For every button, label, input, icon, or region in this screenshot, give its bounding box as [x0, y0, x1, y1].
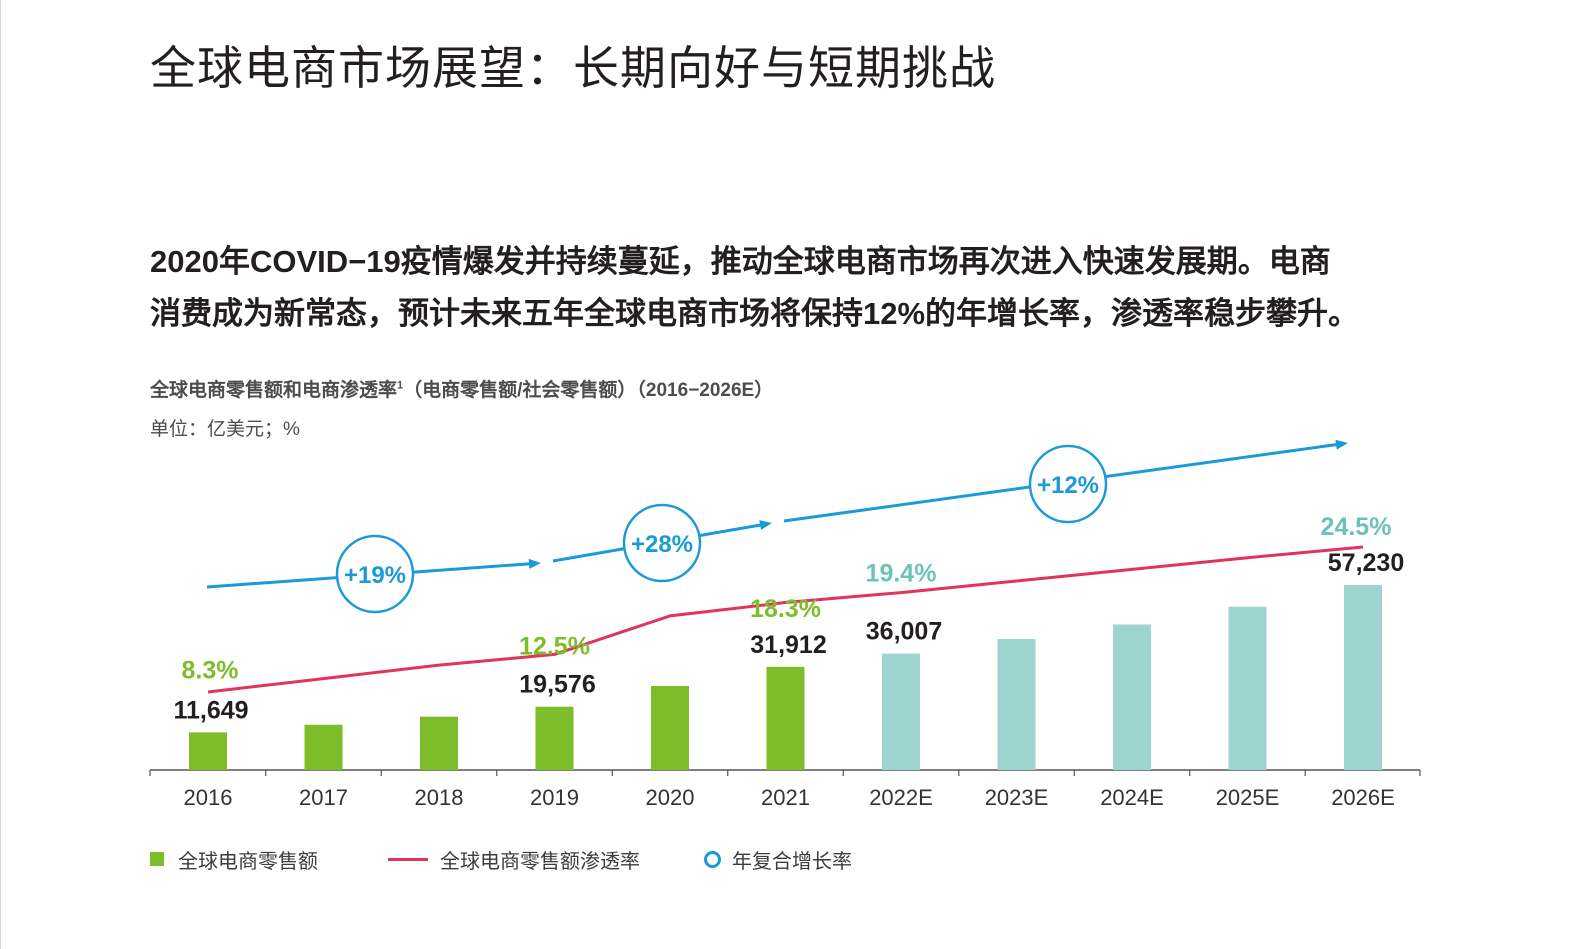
- cagr-label-3: +12%: [1037, 472, 1099, 499]
- cagr-circle-1: [335, 534, 415, 614]
- x-tick-label-2023E: 2023E: [985, 785, 1049, 810]
- legend-label-retail-sales: 全球电商零售额: [178, 850, 318, 873]
- bar-value-label-2026E: 57,230: [1328, 549, 1404, 577]
- chart-title: 全球电商零售额和电商渗透率1（电商零售额/社会零售额）（2016−2026E）: [150, 375, 773, 402]
- bar-2021: [766, 666, 805, 770]
- cagr-arrowhead-3: [1335, 439, 1348, 450]
- penetration-value-label-2016: 8.3%: [182, 656, 239, 684]
- legend-item-cagr: 年复合增长率: [704, 845, 852, 873]
- cagr-circle-2: [622, 503, 702, 583]
- cagr-label-2: +28%: [631, 531, 693, 558]
- bar-2026E: [1344, 585, 1382, 770]
- legend-bar-swatch: [150, 852, 164, 866]
- bar-2016: [189, 732, 227, 770]
- summary-text: 2020年COVID−19疫情爆发并持续蔓延，推动全球电商市场再次进入快速发展期…: [150, 236, 1410, 340]
- x-tick-label-2024E: 2024E: [1100, 785, 1164, 810]
- x-tick-label-2018: 2018: [415, 785, 464, 810]
- summary-line-2: 消费成为新常态，预计未来五年全球电商市场将保持12%的年增长率，渗透率稳步攀升。: [150, 296, 1360, 331]
- penetration-value-label-2019: 12.5%: [519, 633, 590, 661]
- legend-circle-icon: [704, 850, 721, 868]
- x-tick-label-2017: 2017: [299, 785, 348, 810]
- bar-2019: [535, 706, 574, 770]
- bar-2022E: [882, 653, 920, 770]
- penetration-value-label-2022E: 19.4%: [866, 560, 937, 588]
- bar-2020: [651, 685, 689, 770]
- x-tick-label-2021: 2021: [761, 785, 810, 810]
- bar-2018: [420, 716, 458, 770]
- cagr-arrowhead-1: [528, 558, 541, 569]
- cagr-label-1: +19%: [344, 562, 406, 589]
- legend-item-penetration: 全球电商零售额渗透率: [388, 845, 640, 873]
- legend-label-penetration: 全球电商零售额渗透率: [440, 850, 640, 873]
- cagr-circle-3: [1028, 444, 1108, 524]
- cagr-arrowhead-2: [759, 520, 772, 530]
- legend-line-swatch: [388, 857, 428, 861]
- bar-value-label-2022E: 36,007: [866, 618, 942, 646]
- chart-title-main: 全球电商零售额和电商渗透率: [150, 380, 398, 401]
- bar-value-label-2021: 31,912: [750, 631, 826, 659]
- bar-2017: [304, 724, 343, 770]
- bar-2025E: [1228, 606, 1267, 770]
- page-title: 全球电商市场展望：长期向好与短期挑战: [150, 42, 996, 94]
- bar-2024E: [1113, 624, 1151, 770]
- legend-item-retail-sales: 全球电商零售额: [150, 845, 318, 873]
- legend-label-cagr: 年复合增长率: [732, 850, 852, 873]
- chart-title-footnote: 1: [397, 379, 404, 392]
- bar-value-label-2019: 19,576: [519, 671, 595, 699]
- x-tick-label-2022E: 2022E: [869, 785, 933, 810]
- bar-2023E: [997, 639, 1036, 770]
- x-tick-label-2019: 2019: [530, 785, 579, 810]
- penetration-line: [207, 545, 1364, 694]
- bar-value-label-2016: 11,649: [173, 696, 248, 724]
- x-tick-label-2025E: 2025E: [1216, 785, 1280, 810]
- x-tick-label-2020: 2020: [646, 785, 695, 810]
- chart-unit-label: 单位：亿美元；%: [150, 419, 300, 440]
- chart-title-suffix: （电商零售额/社会零售额）（2016−2026E）: [403, 380, 774, 401]
- x-tick-label-2016: 2016: [184, 785, 233, 810]
- summary-line-1: 2020年COVID−19疫情爆发并持续蔓延，推动全球电商市场再次进入快速发展期…: [150, 244, 1331, 279]
- page-left-border: [0, 0, 1, 949]
- penetration-value-label-2026E: 24.5%: [1321, 513, 1392, 541]
- x-tick-label-2026E: 2026E: [1331, 785, 1395, 810]
- penetration-value-label-2021: 18.3%: [750, 595, 821, 623]
